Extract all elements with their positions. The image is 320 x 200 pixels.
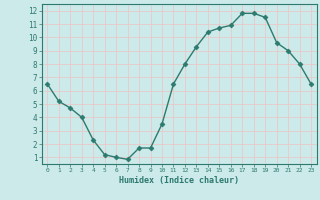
X-axis label: Humidex (Indice chaleur): Humidex (Indice chaleur) [119, 176, 239, 185]
